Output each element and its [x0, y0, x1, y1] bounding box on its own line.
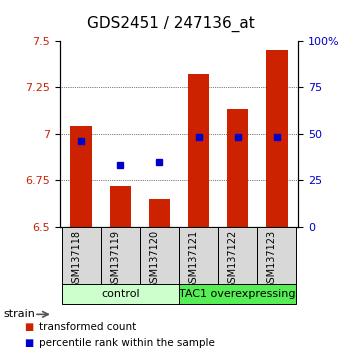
- Text: percentile rank within the sample: percentile rank within the sample: [39, 338, 215, 348]
- Text: GSM137120: GSM137120: [149, 230, 160, 289]
- Bar: [257, 227, 296, 285]
- Bar: [179, 227, 218, 285]
- Bar: [71, 126, 92, 227]
- Text: GSM137119: GSM137119: [110, 230, 120, 289]
- Text: transformed count: transformed count: [39, 322, 136, 332]
- Bar: [140, 227, 179, 285]
- Text: ■: ■: [24, 322, 33, 332]
- Text: GSM137122: GSM137122: [228, 230, 238, 289]
- Text: TAC1 overexpressing: TAC1 overexpressing: [179, 289, 296, 299]
- Bar: [62, 284, 179, 304]
- Bar: [266, 50, 287, 227]
- Text: GDS2451 / 247136_at: GDS2451 / 247136_at: [87, 16, 254, 32]
- Text: strain: strain: [3, 309, 35, 319]
- Bar: [109, 185, 131, 227]
- Bar: [188, 74, 209, 227]
- Text: ■: ■: [24, 338, 33, 348]
- Bar: [62, 227, 101, 285]
- Bar: [227, 109, 249, 227]
- Text: GSM137123: GSM137123: [267, 230, 277, 289]
- Bar: [218, 227, 257, 285]
- Bar: [101, 227, 140, 285]
- Text: GSM137121: GSM137121: [189, 230, 198, 289]
- Bar: [149, 199, 170, 227]
- Text: control: control: [101, 289, 140, 299]
- Bar: [179, 284, 296, 304]
- Text: GSM137118: GSM137118: [71, 230, 81, 289]
